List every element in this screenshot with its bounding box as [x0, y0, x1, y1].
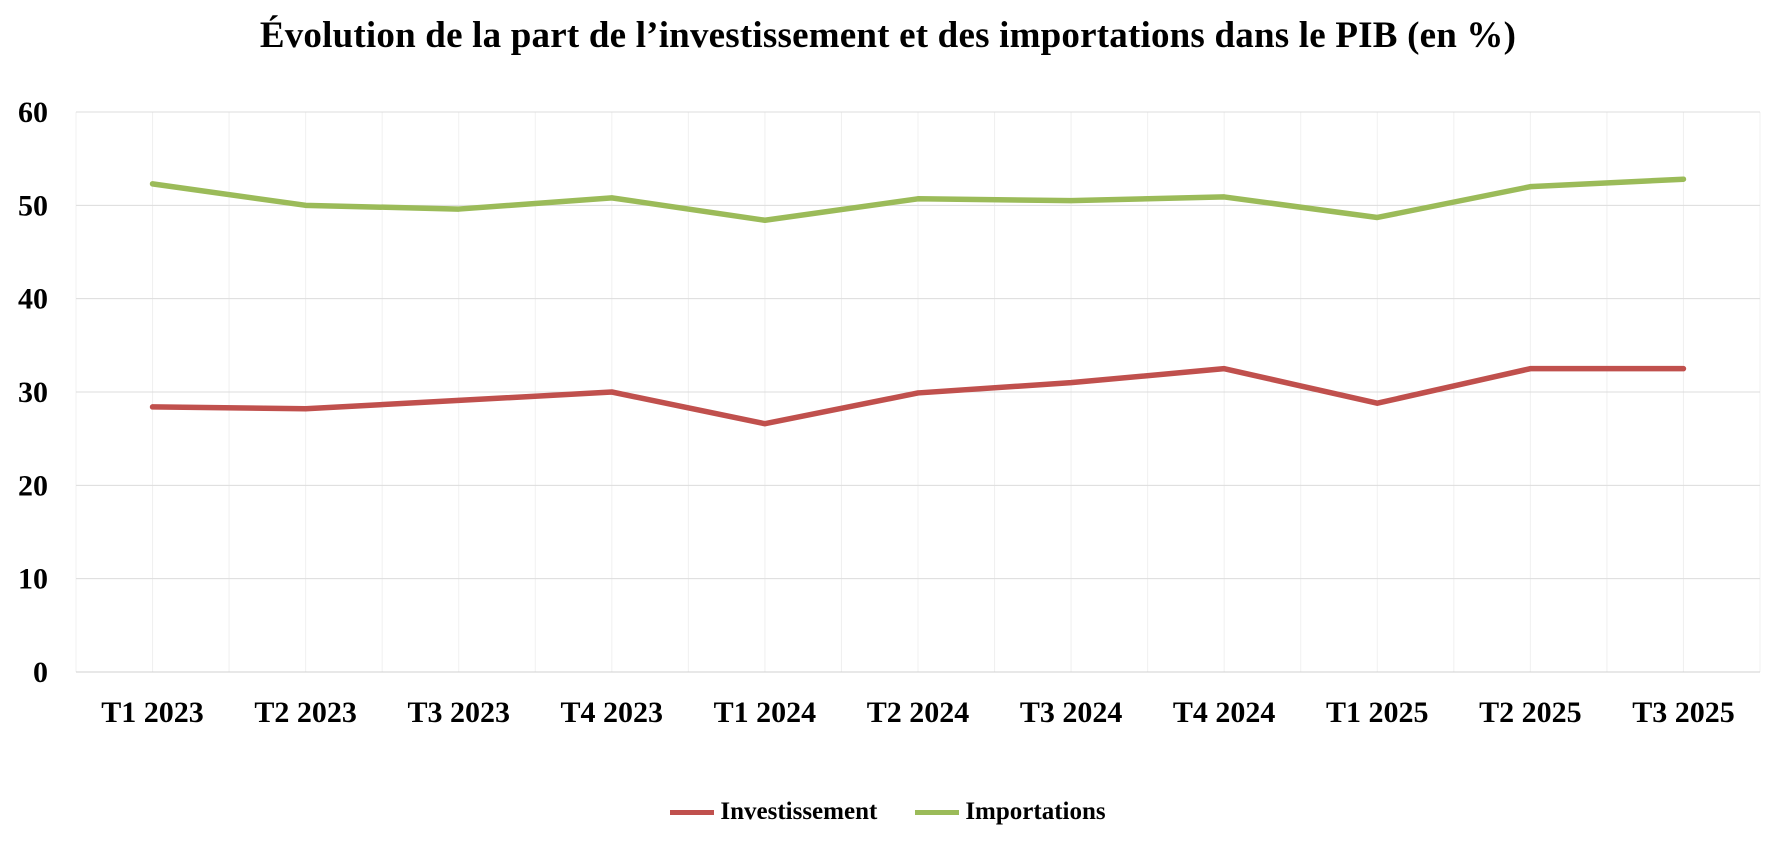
x-tick-label: T2 2024 — [867, 696, 970, 729]
y-tick-label: 30 — [18, 376, 48, 409]
legend-swatch — [670, 809, 715, 815]
data-point-investissement — [762, 421, 768, 427]
x-tick-label: T1 2024 — [714, 696, 817, 729]
legend-item: Importations — [915, 798, 1106, 826]
y-tick-label: 10 — [18, 563, 48, 596]
axis-layer: 0 10 20 30 40 50 60 T1 2023 T2 2023 T3 2023 T4 202… — [18, 96, 1735, 729]
legend-item: Investissement — [670, 798, 877, 826]
x-tick-label: T2 2023 — [254, 696, 357, 729]
x-tick-label: T3 2024 — [1020, 696, 1123, 729]
y-tick-label: 40 — [18, 283, 48, 316]
x-tick-label: T3 2023 — [407, 696, 510, 729]
data-point-importations — [456, 206, 462, 212]
data-point-importations — [303, 202, 309, 208]
y-tick-label: 20 — [18, 469, 48, 502]
data-point-investissement — [1068, 380, 1074, 386]
data-point-investissement — [915, 390, 921, 396]
chart-title: Évolution de la part de l’investissement… — [259, 15, 1517, 56]
data-point-investissement — [1680, 366, 1686, 372]
data-point-importations — [915, 196, 921, 202]
data-point-investissement — [609, 389, 615, 395]
legend-label: Importations — [965, 798, 1106, 825]
data-point-importations — [1221, 194, 1227, 200]
legend-swatch — [915, 809, 960, 815]
x-tick-label: T4 2024 — [1173, 696, 1276, 729]
data-point-investissement — [1527, 366, 1533, 372]
x-tick-label: T1 2023 — [101, 696, 204, 729]
x-tick-label: T1 2025 — [1326, 696, 1429, 729]
data-point-importations — [1068, 198, 1074, 204]
y-tick-label: 50 — [18, 189, 48, 222]
x-tick-label: T2 2025 — [1479, 696, 1582, 729]
data-point-importations — [609, 195, 615, 201]
y-tick-label: 60 — [18, 96, 48, 129]
series-layer — [149, 176, 1687, 427]
x-tick-label: T4 2023 — [561, 696, 664, 729]
data-point-importations — [1680, 176, 1686, 182]
legend: Investissement Importations — [0, 798, 1776, 826]
data-point-importations — [1374, 214, 1380, 220]
data-point-investissement — [1221, 366, 1227, 372]
legend-label: Investissement — [720, 798, 878, 825]
data-point-investissement — [1374, 400, 1380, 406]
data-point-importations — [762, 217, 768, 223]
x-tick-label: T3 2025 — [1632, 696, 1735, 729]
data-point-importations — [150, 181, 156, 187]
data-point-investissement — [150, 404, 156, 410]
data-point-investissement — [303, 406, 309, 412]
y-tick-label: 0 — [33, 656, 48, 689]
data-point-importations — [1527, 184, 1533, 190]
data-point-investissement — [456, 397, 462, 403]
